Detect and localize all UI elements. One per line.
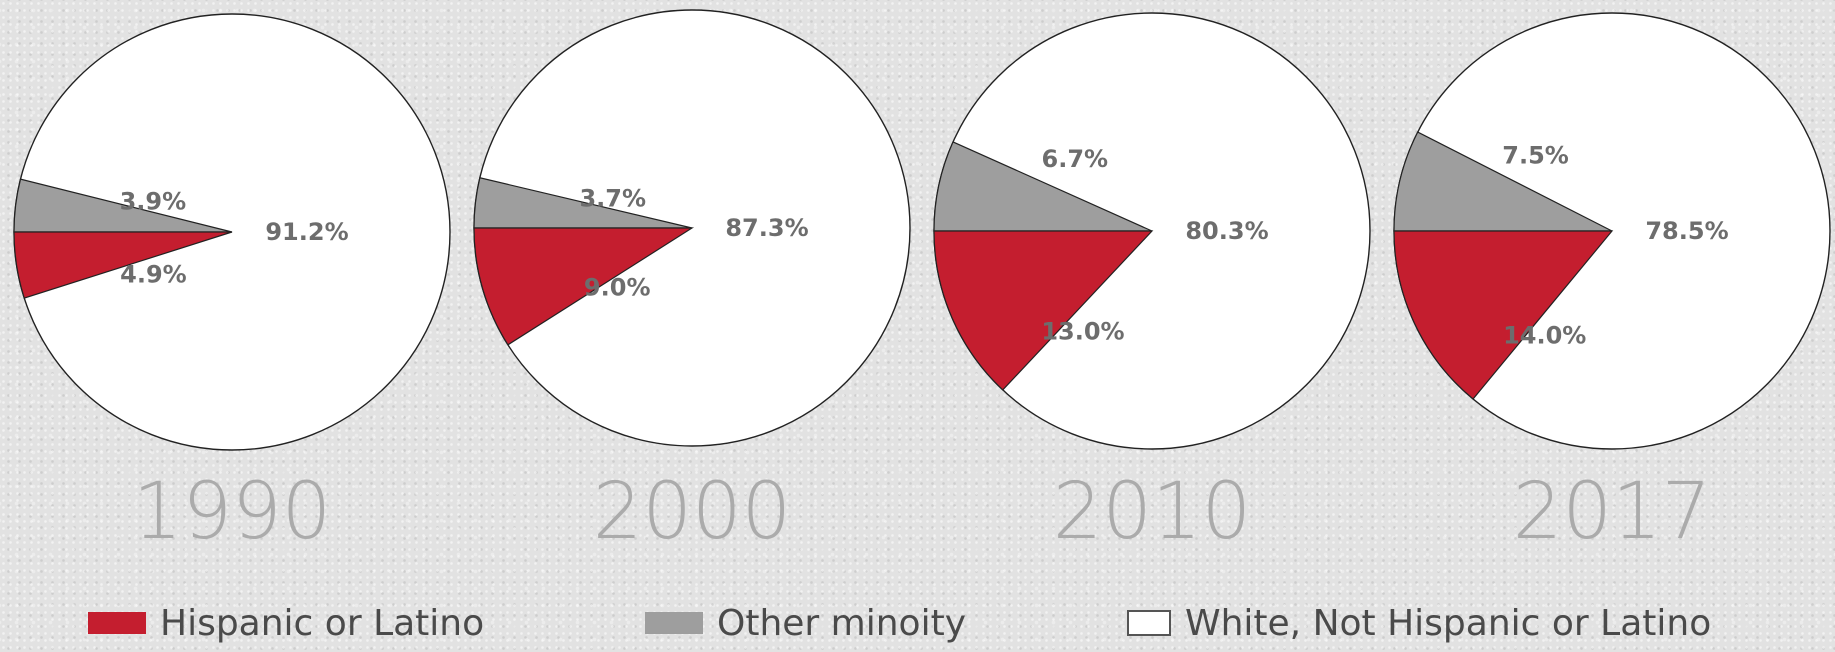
year-label-1990: 1990: [133, 467, 332, 557]
legend-item-other: Other minoity: [645, 598, 966, 648]
pie-chart-1990: 3.9% 4.9% 91.2% 1990: [13, 13, 451, 557]
slice-hispanic-2017: [1393, 230, 1614, 400]
slice-hispanic-2010: [933, 230, 1154, 391]
legend-swatch-hispanic: [88, 612, 146, 634]
year-label-2017: 2017: [1513, 467, 1712, 557]
label-other-2000: 3.7%: [579, 184, 646, 212]
legend-item-hispanic: Hispanic or Latino: [88, 598, 484, 648]
label-hispanic-2017: 14.0%: [1503, 322, 1586, 350]
slice-other-2017: [1393, 131, 1613, 232]
legend-label-other: Other minoity: [717, 602, 966, 644]
label-white-2000: 87.3%: [725, 214, 808, 242]
slice-hispanic-1990: [13, 231, 233, 299]
year-label-2000: 2000: [593, 467, 792, 557]
legend-swatch-other: [645, 612, 703, 634]
pie-chart-2000: 3.7% 9.0% 87.3% 2000: [473, 9, 911, 557]
label-other-1990: 3.9%: [120, 187, 187, 215]
label-white-1990: 91.2%: [265, 218, 348, 246]
label-other-2017: 7.5%: [1502, 141, 1569, 169]
label-white-2017: 78.5%: [1645, 217, 1728, 245]
legend-swatch-white: [1127, 610, 1171, 636]
label-other-2010: 6.7%: [1042, 145, 1109, 173]
legend-item-white: White, Not Hispanic or Latino: [1127, 598, 1711, 648]
legend-label-hispanic: Hispanic or Latino: [160, 602, 485, 644]
label-white-2010: 80.3%: [1185, 217, 1268, 245]
legend-label-white: White, Not Hispanic or Latino: [1185, 602, 1712, 644]
year-label-2010: 2010: [1053, 467, 1252, 557]
slice-hispanic-2000: [473, 227, 695, 346]
legend: Hispanic or Latino Other minoity White, …: [0, 598, 1835, 648]
pie-chart-2017: 7.5% 14.0% 78.5% 2017: [1393, 12, 1831, 557]
label-hispanic-2000: 9.0%: [584, 274, 651, 302]
label-hispanic-1990: 4.9%: [120, 261, 187, 289]
pie-chart-2010: 6.7% 13.0% 80.3% 2010: [933, 12, 1371, 557]
pie-charts-area: 3.9% 4.9% 91.2% 1990 3.7% 9.0% 87.3% 2000 6.7% 13…: [13, 9, 1831, 557]
label-hispanic-2010: 13.0%: [1041, 318, 1124, 346]
